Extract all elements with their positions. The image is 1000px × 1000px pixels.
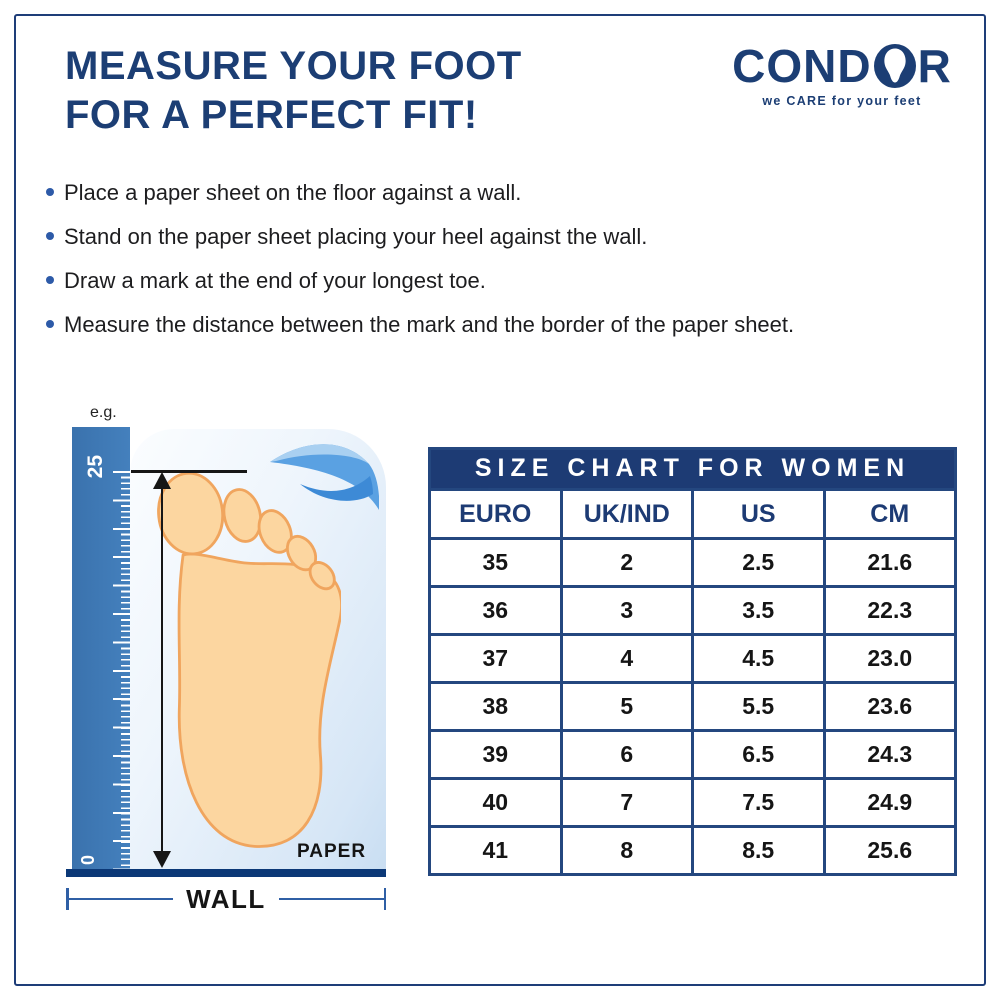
- size-cell: 37: [428, 633, 563, 684]
- size-cell: 5: [559, 681, 694, 732]
- size-cell: 8: [559, 825, 694, 876]
- toe-mark-line: [131, 470, 247, 473]
- brand-wordmark-suffix: R: [917, 40, 952, 92]
- table-row: 40 7 7.5 24.9: [428, 777, 957, 828]
- size-cell: 2: [559, 537, 694, 588]
- measure-arrow: [153, 472, 171, 868]
- instruction-list: Place a paper sheet on the floor against…: [46, 180, 958, 356]
- size-cell: 21.6: [822, 537, 957, 588]
- arrow-up-icon: [153, 472, 171, 489]
- dimension-tick-left: [66, 888, 69, 910]
- dimension-tick-right: [383, 888, 386, 910]
- size-cell: 40: [428, 777, 563, 828]
- bullet-dot-icon: [46, 320, 54, 328]
- paper-fold-corner: [270, 444, 379, 510]
- size-cell: 7.5: [691, 777, 826, 828]
- size-cell: 5.5: [691, 681, 826, 732]
- wall-bar: [66, 869, 386, 877]
- size-cell: 6.5: [691, 729, 826, 780]
- column-header-row: EURO UK/IND US CM: [428, 488, 957, 540]
- bullet-dot-icon: [46, 188, 54, 196]
- wall-label: WALL: [186, 883, 266, 914]
- ruler-label-25: 25: [84, 455, 107, 479]
- size-cell: 23.6: [822, 681, 957, 732]
- table-row: 38 5 5.5 23.6: [428, 681, 957, 732]
- size-cell: 2.5: [691, 537, 826, 588]
- table-row: 39 6 6.5 24.3: [428, 729, 957, 780]
- size-cell: 3.5: [691, 585, 826, 636]
- size-cell: 24.3: [822, 729, 957, 780]
- arrow-shaft: [160, 484, 163, 856]
- size-cell: 25.6: [822, 825, 957, 876]
- size-cell: 36: [428, 585, 563, 636]
- table-row: 37 4 4.5 23.0: [428, 633, 957, 684]
- dimension-line-left: [68, 898, 174, 900]
- size-chart: SIZE CHART FOR WOMEN EURO UK/IND US CM 3…: [428, 447, 957, 876]
- footprint-o-icon: [873, 44, 916, 88]
- size-cell: 35: [428, 537, 563, 588]
- ruler-ticks-major: [113, 471, 130, 869]
- instruction-text: Stand on the paper sheet placing your he…: [64, 224, 648, 249]
- brand-tagline: we CARE for your feet: [762, 94, 922, 108]
- size-chart-title: SIZE CHART FOR WOMEN: [428, 447, 957, 491]
- page-title: MEASURE YOUR FOOT FOR A PERFECT FIT!: [65, 42, 522, 140]
- size-cell: 39: [428, 729, 563, 780]
- instruction-item: Measure the distance between the mark an…: [46, 312, 958, 337]
- size-cell: 3: [559, 585, 694, 636]
- size-chart-body: 35 2 2.5 21.6 36 3 3.5 22.3 37 4 4.5 23.0 38 5 5.5 2…: [428, 537, 957, 876]
- size-cell: 6: [559, 729, 694, 780]
- size-chart-table: SIZE CHART FOR WOMEN EURO UK/IND US CM 3…: [428, 447, 957, 876]
- size-cell: 38: [428, 681, 563, 732]
- instruction-item: Draw a mark at the end of your longest t…: [46, 268, 958, 293]
- page-title-line2: FOR A PERFECT FIT!: [65, 93, 478, 137]
- dimension-line-right: [278, 898, 384, 900]
- brand-logo: COND R we CARE for your feet: [726, 40, 958, 108]
- foot-illustration: [157, 471, 341, 848]
- wall-dimension: WALL: [66, 883, 386, 914]
- size-cell: 22.3: [822, 585, 957, 636]
- brand-wordmark-prefix: COND: [732, 40, 872, 92]
- bullet-dot-icon: [46, 232, 54, 240]
- instruction-text: Draw a mark at the end of your longest t…: [64, 268, 486, 293]
- column-header-us: US: [691, 488, 826, 540]
- instruction-item: Stand on the paper sheet placing your he…: [46, 224, 958, 249]
- page-title-line1: MEASURE YOUR FOOT: [65, 44, 522, 88]
- table-row: 35 2 2.5 21.6: [428, 537, 957, 588]
- ruler-label-0: 0: [78, 854, 98, 865]
- size-cell: 4.5: [691, 633, 826, 684]
- column-header-cm: CM: [822, 488, 957, 540]
- size-cell: 4: [559, 633, 694, 684]
- column-header-ukind: UK/IND: [559, 488, 694, 540]
- ruler: 25 0: [72, 427, 130, 869]
- example-label: e.g.: [90, 404, 117, 421]
- size-cell: 8.5: [691, 825, 826, 876]
- size-cell: 24.9: [822, 777, 957, 828]
- table-row: 41 8 8.5 25.6: [428, 825, 957, 876]
- instruction-text: Place a paper sheet on the floor against…: [64, 180, 522, 205]
- size-cell: 7: [559, 777, 694, 828]
- arrow-down-icon: [153, 851, 171, 868]
- brand-wordmark: COND R: [726, 40, 958, 92]
- size-cell: 23.0: [822, 633, 957, 684]
- column-header-euro: EURO: [428, 488, 563, 540]
- paper-label: PAPER: [297, 841, 367, 862]
- table-row: 36 3 3.5 22.3: [428, 585, 957, 636]
- size-cell: 41: [428, 825, 563, 876]
- instruction-text: Measure the distance between the mark an…: [64, 312, 795, 337]
- bullet-dot-icon: [46, 276, 54, 284]
- instruction-item: Place a paper sheet on the floor against…: [46, 180, 958, 205]
